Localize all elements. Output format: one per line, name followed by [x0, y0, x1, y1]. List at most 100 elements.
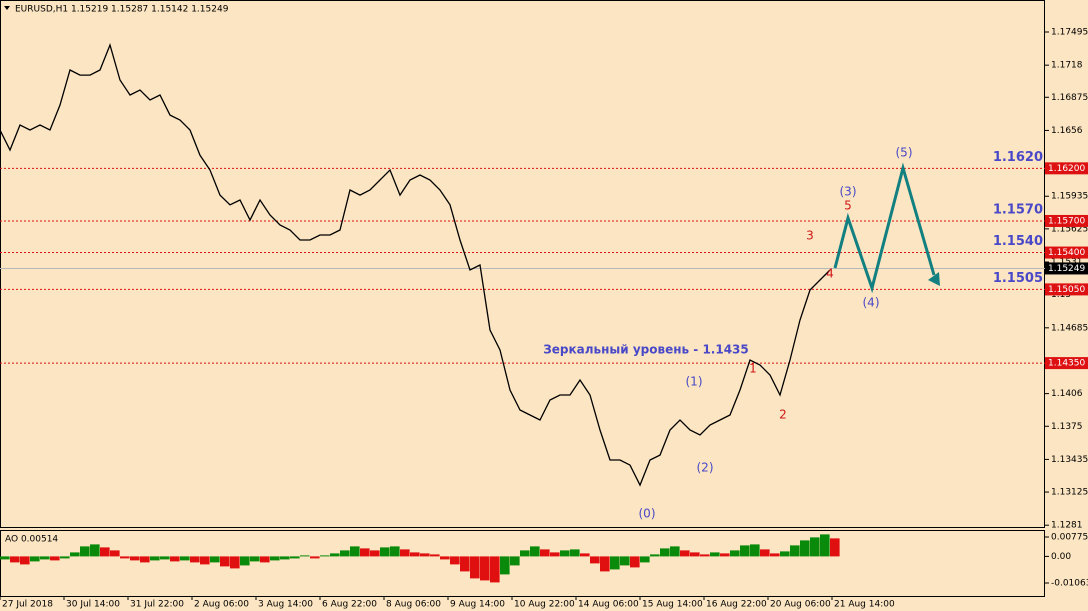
- x-tick-label: 6 Aug 22:00: [322, 600, 377, 610]
- x-tick-label: 31 Jul 22:00: [130, 600, 184, 610]
- x-tick-label: 30 Jul 14:00: [66, 600, 120, 610]
- wave-label: (2): [697, 461, 714, 475]
- level-box: [1045, 357, 1088, 370]
- y-tick-label: 1.1718: [1051, 61, 1083, 71]
- ao-bar: [20, 556, 30, 565]
- ao-bar: [590, 556, 600, 564]
- ao-bar: [750, 544, 760, 557]
- ao-bar: [10, 556, 20, 563]
- y-tick-label: 1.16875: [1051, 93, 1088, 103]
- ao-bar: [50, 556, 60, 561]
- ao-bar: [370, 550, 380, 557]
- ao-bar: [110, 550, 120, 557]
- ao-bar: [80, 546, 90, 557]
- ao-bar: [380, 547, 390, 557]
- x-tick-label: 27 Jul 2018: [2, 600, 53, 610]
- ao-bar: [420, 553, 430, 557]
- y-tick-label: 1.15935: [1051, 192, 1088, 202]
- ao-bar: [630, 556, 640, 568]
- wave-label: 1: [749, 362, 757, 376]
- ao-bar: [710, 552, 720, 557]
- ao-bar: [500, 556, 510, 575]
- y-tick-label: -0.01063: [1051, 578, 1088, 588]
- ao-bar: [230, 556, 240, 569]
- ao-bar: [800, 540, 810, 557]
- y-tick-label: 1.1281: [1051, 521, 1083, 531]
- ao-bar: [300, 555, 310, 557]
- x-tick-label: 8 Aug 06:00: [386, 600, 441, 610]
- ao-bar: [830, 538, 840, 557]
- ao-bar: [30, 556, 40, 562]
- wave-label: (4): [863, 296, 880, 310]
- ao-bar: [640, 556, 650, 563]
- ao-bar: [550, 552, 560, 557]
- ao-bar: [460, 556, 470, 572]
- level-text: 1.1540: [993, 234, 1043, 249]
- ao-frame: [0, 530, 1045, 597]
- ao-bar: [150, 556, 160, 561]
- ao-bar: [350, 546, 360, 557]
- ao-bar: [260, 556, 270, 563]
- ao-bar: [570, 549, 580, 557]
- ao-bar: [760, 549, 770, 557]
- ao-bar: [100, 547, 110, 557]
- price-line: [0, 42, 831, 487]
- x-tick-label: 3 Aug 14:00: [258, 600, 313, 610]
- level-axis-label: 1.14350: [1048, 359, 1085, 369]
- ao-bar: [210, 556, 220, 563]
- ao-bar: [0, 556, 10, 560]
- level-box: [1045, 214, 1088, 227]
- ao-bar: [160, 556, 170, 560]
- ao-bar: [670, 546, 680, 557]
- ao-bar: [730, 550, 740, 557]
- ao-bar: [780, 551, 790, 557]
- ao-bar: [240, 556, 250, 566]
- y-tick-label: 1.14685: [1051, 323, 1088, 333]
- chart-title: EURUSD,H1 1.15219 1.15287 1.15142 1.1524…: [15, 5, 229, 15]
- ao-bar: [400, 549, 410, 557]
- ao-bar: [130, 556, 140, 561]
- ao-bar: [220, 556, 230, 567]
- y-tick-label: 1.15625: [1051, 224, 1088, 234]
- ao-bar: [200, 556, 210, 565]
- wave-label: (5): [896, 146, 913, 160]
- ao-bar: [820, 534, 830, 557]
- level-axis-label: 1.15400: [1048, 248, 1085, 258]
- level-axis-label: 1.15050: [1048, 285, 1085, 295]
- ao-bar: [480, 556, 490, 581]
- menu-arrow: [4, 6, 10, 10]
- ao-bar: [390, 546, 400, 557]
- y-tick-label: 1.1656: [1051, 126, 1083, 136]
- ao-bar: [580, 553, 590, 557]
- ao-bar: [330, 553, 340, 557]
- ao-bar: [140, 556, 150, 563]
- forecast-arrow: [928, 272, 940, 286]
- wave-label: 3: [806, 229, 814, 243]
- ao-bar: [540, 549, 550, 557]
- x-tick-label: 16 Aug 22:00: [706, 600, 767, 610]
- wave-label: (0): [639, 507, 656, 521]
- ao-bar: [530, 546, 540, 557]
- y-tick-label: 1.1406: [1051, 389, 1083, 399]
- ao-bar: [490, 556, 500, 583]
- ao-bar: [650, 554, 660, 557]
- ao-bar: [790, 545, 800, 557]
- x-tick-label: 21 Aug 14:00: [834, 600, 895, 610]
- level-text: 1.1505: [993, 271, 1043, 286]
- level-box: [1045, 246, 1088, 259]
- wave-label: 4: [826, 267, 834, 281]
- level-box: [1045, 283, 1088, 296]
- wave-label: (1): [686, 375, 703, 389]
- x-tick-label: 10 Aug 22:00: [514, 600, 575, 610]
- ao-bar: [430, 554, 440, 557]
- current-price-box: [1045, 262, 1088, 275]
- level-text: 1.1570: [993, 202, 1043, 217]
- x-tick-label: 2 Aug 06:00: [194, 600, 249, 610]
- ao-bar: [190, 556, 200, 563]
- ao-title: AO 0.00514: [5, 535, 58, 545]
- ao-bar: [770, 553, 780, 557]
- x-tick-label: 9 Aug 14:00: [450, 600, 505, 610]
- ao-bar: [320, 555, 330, 557]
